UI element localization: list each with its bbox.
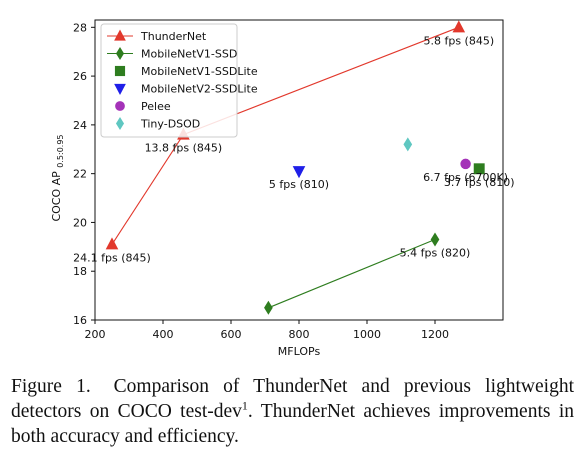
legend-mobilenetv2-ssdlite-label: MobileNetV2-SSDLite bbox=[141, 83, 258, 96]
y-axis-title-subscript: 0.5:0.95 bbox=[56, 134, 65, 167]
mobilenetv1-ssd-point bbox=[264, 300, 273, 315]
mobilenetv1-ssd-line bbox=[268, 239, 436, 309]
y-tick-label: 28 bbox=[73, 21, 87, 34]
legend-entry: ThunderNet bbox=[107, 29, 207, 43]
legend-entry: Tiny-DSOD bbox=[115, 117, 200, 131]
x-tick-label: 400 bbox=[153, 328, 174, 341]
figure-caption: Figure 1. Comparison of ThunderNet and p… bbox=[11, 374, 574, 449]
legend-entry: MobileNetV1-SSDLite bbox=[114, 65, 258, 78]
y-tick-label: 20 bbox=[73, 216, 87, 229]
legend-mobilenetv2-ssdlite-marker bbox=[114, 83, 126, 95]
x-tick-label: 600 bbox=[221, 328, 242, 341]
mobilenetv2-ssdlite-point bbox=[292, 166, 306, 179]
legend-mobilenetv1-ssd-label: MobileNetV1-SSD bbox=[141, 48, 237, 61]
legend-thundernet-label: ThunderNet bbox=[140, 30, 207, 43]
legend: ThunderNet MobileNetV1-SSD MobileNetV1-SSD… bbox=[100, 23, 258, 138]
mobilenetv1-ssdlite-point bbox=[473, 163, 485, 175]
x-tick-label: 200 bbox=[85, 328, 106, 341]
y-tick-label: 18 bbox=[73, 265, 87, 278]
thundernet-point bbox=[105, 237, 119, 250]
legend-mobilenetv1-ssd-marker bbox=[115, 47, 125, 60]
mobilenetv1-ssd-point bbox=[430, 232, 440, 247]
legend-entry: MobileNetV1-SSD bbox=[107, 47, 237, 61]
legend-mobilenetv1-ssdlite-marker bbox=[114, 65, 126, 77]
pelee-point bbox=[460, 158, 471, 170]
y-axis-title: COCO AP 0.5:0.95 bbox=[50, 134, 65, 221]
y-tick-label: 22 bbox=[73, 168, 87, 181]
legend-entry: MobileNetV2-SSDLite bbox=[114, 83, 258, 96]
caption-text: Comparison of ThunderNet and previous li… bbox=[11, 376, 575, 422]
mobilenetv1-ssdlite-point-label: 3.7 fps (810) bbox=[444, 176, 515, 189]
mobilenetv1-ssd-point-label: 5.4 fps (820) bbox=[400, 247, 471, 260]
pelee-point-label: 6.7 fps (6700K) bbox=[423, 171, 508, 184]
caption-label: Figure 1. bbox=[11, 376, 91, 397]
legend-pelee-label: Pelee bbox=[141, 100, 171, 113]
x-tick-label: 800 bbox=[289, 328, 310, 341]
legend-mobilenetv1-ssdlite-label: MobileNetV1-SSDLite bbox=[141, 65, 258, 78]
y-tick-label: 26 bbox=[73, 70, 87, 83]
y-axis: 16 18 20 22 24 26 28 bbox=[73, 21, 95, 327]
caption-text-after: . ThunderNet achieves improvements in bo… bbox=[11, 401, 574, 447]
legend-box bbox=[100, 23, 238, 138]
x-tick-label: 1200 bbox=[421, 328, 449, 341]
legend-tiny-dsod-label: Tiny-DSOD bbox=[140, 118, 200, 131]
thundernet-point-label: 5.8 fps (845) bbox=[423, 34, 494, 47]
y-axis-title-main: COCO AP bbox=[50, 171, 63, 222]
thundernet-point-label: 24.1 fps (845) bbox=[73, 251, 151, 264]
thundernet-point bbox=[452, 20, 466, 33]
y-tick-label: 24 bbox=[73, 119, 87, 132]
x-tick-label: 1000 bbox=[353, 328, 381, 341]
mobilenetv2-ssdlite-point-label: 5 fps (810) bbox=[269, 178, 329, 191]
tiny-dsod-point bbox=[403, 137, 413, 152]
x-axis-title: MFLOPs bbox=[278, 345, 321, 358]
x-axis: 200 400 600 800 1000 1200 bbox=[85, 320, 449, 341]
caption-superscript: 1 bbox=[241, 398, 248, 413]
legend-entry: Pelee bbox=[115, 100, 171, 113]
legend-tiny-dsod-marker bbox=[115, 117, 125, 130]
point-labels: 24.1 fps (845) 13.8 fps (845) 5.8 fps (845… bbox=[73, 34, 514, 264]
thundernet-point-label: 13.8 fps (845) bbox=[145, 142, 223, 155]
legend-thundernet-marker bbox=[114, 29, 126, 41]
y-tick-label: 16 bbox=[73, 314, 87, 327]
legend-pelee-marker bbox=[115, 101, 125, 111]
